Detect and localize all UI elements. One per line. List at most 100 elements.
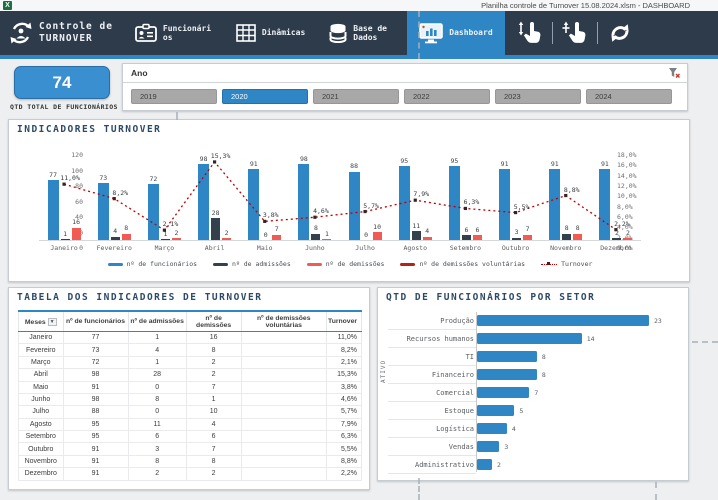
right-axis-tick: 10,0% (617, 192, 637, 201)
bar-value-label: 6 (464, 225, 469, 234)
pan-hand-icon[interactable] (517, 21, 543, 45)
bar-value-label: 7 (274, 225, 279, 234)
table-cell: 2 (127, 467, 187, 481)
kpi-label: QTD TOTAL DE FUNCIONÁRIOS (10, 103, 118, 111)
indicators-table: Meses ▼ nº de funcionários nº de admissões n… (18, 310, 362, 481)
bar-value-label: 8 (313, 224, 318, 233)
bar-group-Abril: 98 28 2 (190, 147, 240, 240)
table-cell: Julho (18, 405, 64, 419)
table-cell: 8 (185, 454, 242, 469)
bar-nº de funcionários (398, 166, 410, 240)
slicer-option-2023[interactable]: 2023 (495, 89, 581, 104)
table-cell: 0 (127, 405, 187, 419)
bar-value-label: 0 (263, 230, 268, 239)
bar-value-label: 73 (99, 173, 108, 182)
table-cell: 8,2% (326, 343, 362, 357)
table-cell (240, 368, 328, 382)
bar-nº de demissões (573, 233, 583, 240)
bar-nº de admissões (512, 237, 522, 240)
table-cell: 91 (62, 442, 129, 456)
nav-funcionarios-button[interactable]: Funcionários (123, 11, 224, 55)
nav-tools (517, 11, 633, 55)
table-cell (240, 417, 328, 432)
sector-row-Produção: Produção 23 (388, 312, 680, 330)
table-cell (240, 355, 328, 370)
sector-row-separator (388, 329, 476, 330)
sector-label: Comercial (436, 389, 474, 397)
bar-nº de admissões (411, 231, 421, 240)
bar-value-label: 77 (49, 170, 57, 179)
bar-value-label: 98 (199, 154, 208, 163)
bar-value-label: 0 (364, 230, 369, 239)
bar-nº de admissões (60, 239, 70, 240)
slicer-option-2022[interactable]: 2022 (404, 89, 490, 104)
sector-row-Financeiro: Financeiro 8 (388, 366, 680, 384)
table-cell: 8 (127, 392, 187, 407)
nav-dinamicas-button[interactable]: Dinâmicas (224, 11, 317, 55)
turnover-point-label: 5,7% (363, 201, 379, 210)
table-cell: Setembro (18, 429, 64, 444)
page-break-line (418, 11, 420, 59)
brand: Controle de TURNOVER (0, 11, 123, 55)
clear-filter-icon[interactable] (668, 67, 680, 79)
toolbar-divider (551, 22, 553, 44)
table-row: Outubro 91 3 7 5,5% (18, 442, 362, 456)
slicer-option-2021[interactable]: 2021 (313, 89, 399, 104)
legend-label: nº de funcionários (126, 260, 198, 268)
turnover-point-label: 7,9% (413, 190, 430, 199)
nav-dashboard-button[interactable]: Dashboard (407, 11, 505, 55)
bar-value-label: 6 (475, 225, 480, 234)
bar-value-label: 91 (500, 159, 509, 168)
month-label: Abril (204, 244, 225, 252)
bar-nº de demissões (71, 227, 81, 240)
table-cell: 72 (62, 355, 129, 370)
bar-nº de funcionários (248, 169, 260, 240)
bar-value-label: 95 (400, 156, 409, 165)
slicer-option-2024[interactable]: 2024 (586, 89, 672, 104)
table-cell: 2 (185, 467, 242, 481)
right-axis-tick: 6,0% (617, 213, 633, 221)
table-cell: 5,7% (326, 405, 362, 419)
legend-swatch (213, 262, 229, 266)
bar-nº de demissões (222, 238, 232, 240)
sector-bar (477, 315, 649, 326)
bar-value-label: 7 (525, 225, 530, 234)
sector-row-TI: TI 8 (388, 348, 680, 366)
table-cell: 10 (185, 405, 242, 419)
table-cell: 98 (62, 392, 129, 407)
bar-value-label: 2 (174, 228, 179, 237)
tap-hand-icon[interactable] (562, 21, 588, 45)
legend-item: nº de demissões voluntárias (400, 260, 525, 268)
table-cell: 8,8% (326, 454, 362, 469)
table-cell: 4 (127, 343, 187, 357)
window-titlebar: X Planilha controle de Turnover 15.08.20… (0, 0, 718, 11)
bar-value-label: 1 (324, 229, 329, 238)
table-cell: 7 (185, 442, 242, 456)
table-cell: 73 (62, 343, 129, 357)
table-row: Março 72 1 2 2,1% (18, 355, 362, 370)
table-cell (240, 343, 328, 357)
bar-value-label: 2 (625, 228, 630, 237)
sector-row-separator (388, 419, 476, 420)
slicer-option-2020[interactable]: 2020 (222, 89, 308, 104)
left-axis-tick: 120 (71, 151, 83, 159)
bar-nº de demissões (322, 239, 332, 240)
bar-value-label: 16 (72, 218, 80, 227)
dashboard-monitor-icon (419, 22, 444, 44)
nav-funcionarios-label: Funcionários (162, 23, 212, 42)
table-cell: Março (18, 355, 64, 370)
slicer-option-2019[interactable]: 2019 (131, 89, 217, 104)
slicer-title: Ano (131, 68, 148, 78)
refresh-icon[interactable] (607, 21, 633, 45)
table-cell: Janeiro (18, 330, 64, 345)
bar-value-label: 10 (373, 222, 381, 231)
col-header: Meses ▼ (18, 310, 64, 332)
sector-axis-label: ATIVO (380, 359, 387, 383)
month-label: Dezembro (600, 244, 632, 252)
nav-dashboard-label: Dashboard (449, 28, 493, 38)
page-break-line (418, 478, 420, 500)
nav-base-dados-button[interactable]: Base de Dados (317, 11, 407, 55)
month-label: Novembro (550, 244, 582, 252)
meses-filter-dropdown-icon[interactable]: ▼ (47, 317, 57, 326)
sector-row-separator (388, 365, 476, 366)
